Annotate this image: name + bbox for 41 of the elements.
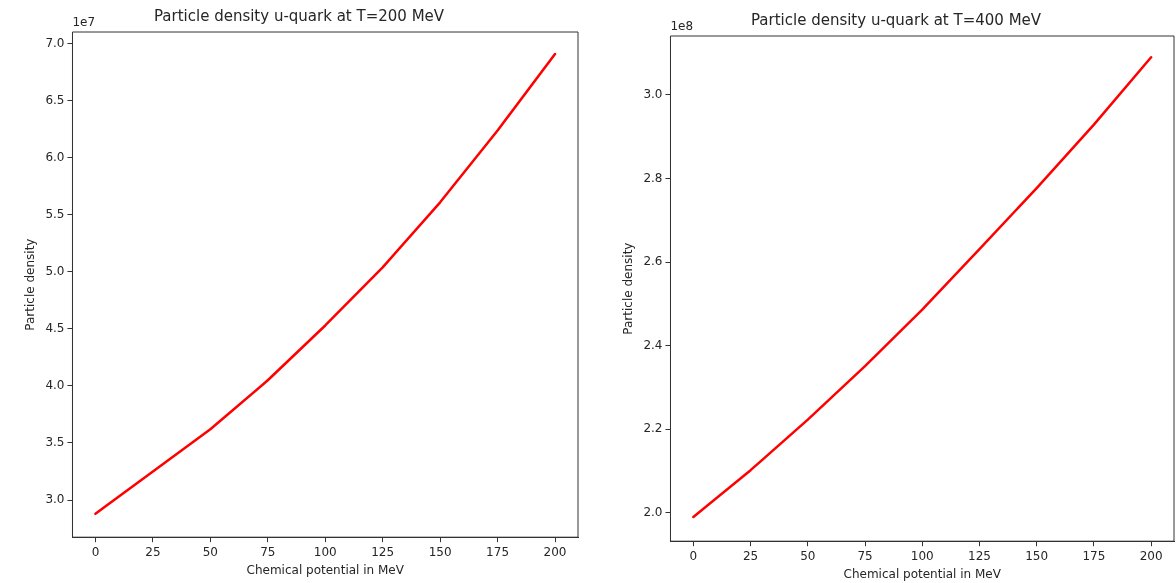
text: 1e7 xyxy=(72,15,96,30)
y-tick-label: 4.0 xyxy=(45,378,65,393)
x-tick-label: 150 xyxy=(1025,548,1049,563)
y-tick-label: 2.6 xyxy=(643,254,663,269)
text: 1e8 xyxy=(670,19,694,34)
y-tick-label: 3.5 xyxy=(45,435,65,450)
x-tick-label: 0 xyxy=(689,548,698,563)
y-tick-label: 6.5 xyxy=(45,92,65,107)
chart-title: Particle density u-quark at T=200 MeV xyxy=(153,6,445,25)
y-axis-title: Particle density xyxy=(621,242,636,335)
x-tick-label: 200 xyxy=(1139,548,1163,563)
x-tick-label: 75 xyxy=(857,548,873,563)
x-tick-label: 125 xyxy=(371,544,395,559)
x-tick-label: 25 xyxy=(742,548,759,563)
x-axis-title: Chemical potential in MeV xyxy=(843,566,1002,581)
y-tick-label: 2.2 xyxy=(643,421,663,436)
y-tick-label: 7.0 xyxy=(45,35,65,50)
x-tick-label: 125 xyxy=(968,548,991,563)
y-tick-label: 5.0 xyxy=(45,264,65,279)
x-tick-label: 75 xyxy=(260,544,276,559)
x-tick-label: 175 xyxy=(1082,548,1106,563)
x-tick-label: 100 xyxy=(313,544,337,559)
x-tick-label: 175 xyxy=(486,544,510,559)
y-tick-label: 2.4 xyxy=(643,337,663,352)
x-tick-label: 100 xyxy=(910,548,934,563)
x-tick-label: 50 xyxy=(202,544,218,559)
x-tick-label: 0 xyxy=(91,544,100,559)
y-tick-label: 4.5 xyxy=(45,321,65,336)
x-axis-title: Chemical potential in MeV xyxy=(246,562,405,577)
y-tick-label: 2.0 xyxy=(643,504,663,519)
y-tick-label: 5.5 xyxy=(45,206,65,221)
x-tick-label: 25 xyxy=(145,544,161,559)
chart-title: Particle density u-quark at T=400 MeV xyxy=(750,10,1042,29)
y-tick-label: 6.0 xyxy=(45,149,65,164)
y-axis-title: Particle density xyxy=(23,238,38,331)
y-tick-label: 2.8 xyxy=(643,170,663,185)
x-tick-label: 50 xyxy=(800,548,816,563)
y-tick-label: 3.0 xyxy=(643,87,663,102)
x-tick-label: 150 xyxy=(428,544,452,559)
x-tick-label: 200 xyxy=(543,544,567,559)
y-tick-label: 3.0 xyxy=(45,492,65,507)
